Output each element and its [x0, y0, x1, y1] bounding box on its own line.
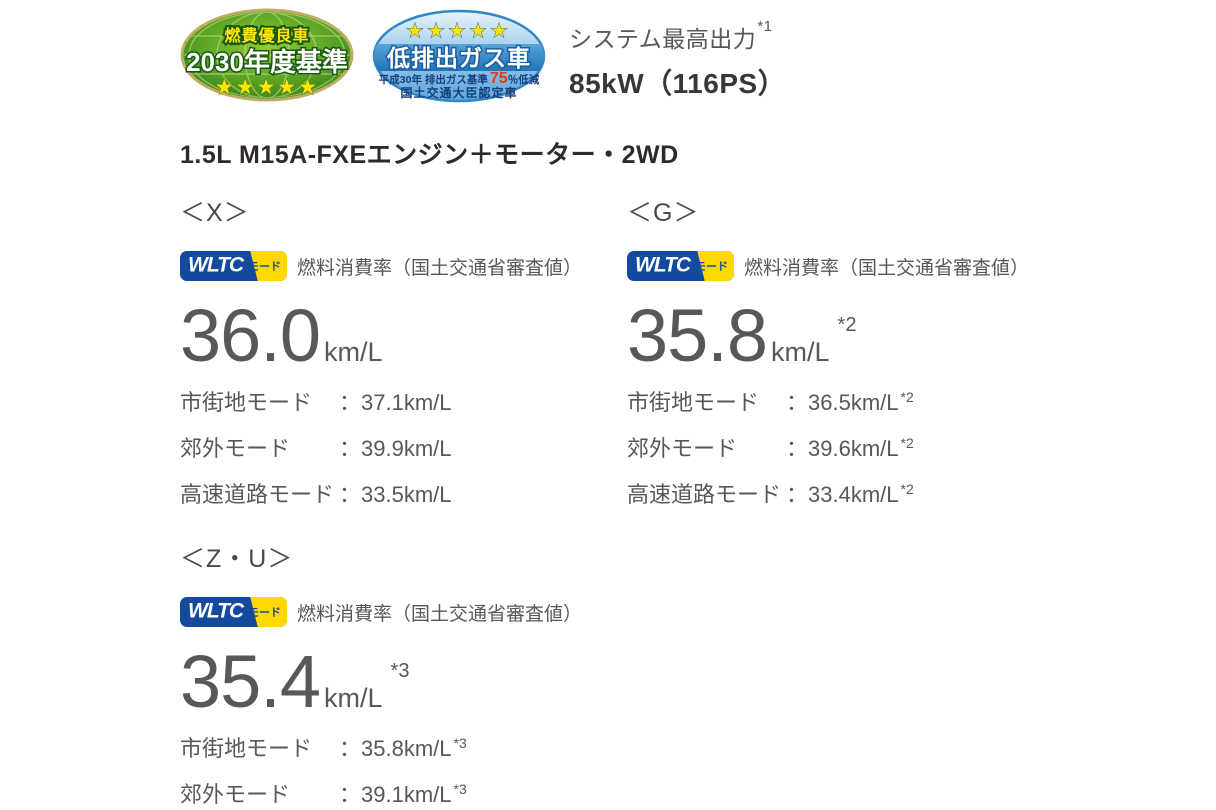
- emission-badge-title: 低排出ガス車: [386, 45, 531, 71]
- eco-badge-title: 燃費優良車: [224, 26, 309, 45]
- wltc-row: WLTC モード 燃料消費率（国土交通省審査値）: [627, 251, 1216, 281]
- wltc-badge-sub: モード: [248, 261, 281, 273]
- mode-row: 市街地モード ：36.5km/L *2: [627, 381, 1216, 427]
- mode-note: *2: [900, 481, 914, 497]
- mode-note: *2: [900, 435, 914, 451]
- fuel-value: 35.4: [180, 640, 321, 723]
- mode-value: ：39.6km/L: [786, 436, 899, 461]
- wltc-badge-sub: モード: [248, 607, 281, 619]
- mode-row: 高速道路モード ：33.5km/L: [180, 473, 627, 519]
- fuel-rate-label: 燃料消費率（国土交通省審査値）: [744, 257, 1030, 279]
- fuel-value-row: 35.4 km/L *3: [180, 645, 627, 719]
- mode-list: 市街地モード ：37.1km/L 郊外モード ：39.9km/L 高速道路モード ：3…: [180, 381, 627, 519]
- fuel-rate-label: 燃料消費率（国土交通省審査値）: [297, 603, 583, 625]
- mode-value: ：37.1km/L: [339, 390, 452, 415]
- wltc-badge-main: WLTC: [188, 599, 244, 623]
- emission-badge-certifier: 国土交通大臣認定車: [400, 85, 517, 100]
- mode-list: 市街地モード：35.8km/L*3 郊外モード：39.1km/L*3 高速道路モ…: [180, 727, 627, 810]
- grade-name: ＜G＞: [627, 199, 700, 227]
- wltc-mode-badge-icon: WLTC モード: [180, 251, 287, 281]
- emission-detail-suffix: ％低減: [508, 73, 540, 86]
- mode-list: 市街地モード ：36.5km/L *2 郊外モード ：39.6km/L *2 高速道路モ…: [627, 381, 1216, 519]
- wltc-badge-main: WLTC: [635, 253, 691, 277]
- system-output-block: システム最高出力*1 85kW（116PS）: [569, 8, 786, 102]
- system-output-note: *1: [757, 18, 773, 36]
- wltc-badge-sub: モード: [695, 261, 728, 273]
- fuel-unit: km/L: [771, 337, 830, 367]
- low-emission-badge-icon: ★★★★★ 低排出ガス車 平成30年 排出ガス基準 75％低減 国土交通大臣認定車: [372, 9, 546, 103]
- mode-row: 市街地モード ：35.8km/L *3: [180, 727, 627, 773]
- header-row: 燃費優良車 2030年度基準 ★★★★★ ★★★★★ 低排出ガス: [180, 8, 1216, 104]
- wltc-mode-badge-icon: WLTC モード: [627, 251, 734, 281]
- mode-row: 郊外モード ：39.9km/L: [180, 427, 627, 473]
- fuel-unit: km/L: [324, 683, 383, 713]
- wltc-row: WLTC モード 燃料消費率（国土交通省審査値）: [180, 251, 627, 281]
- fuel-rate-label: 燃料消費率（国土交通省審査値）: [297, 257, 583, 279]
- fuel-value: 35.8: [627, 294, 768, 377]
- grade-grid: ＜X＞ WLTC モード 燃料消費率（国土交通省審査値） 36.0 km/L 市…: [180, 193, 1216, 810]
- fuel-unit: km/L: [324, 337, 383, 367]
- mode-note: *3: [453, 735, 467, 751]
- mode-label: 市街地モード: [180, 390, 313, 415]
- system-output-label: システム最高出力*1: [569, 18, 773, 52]
- mode-row: 高速道路モード ：33.4km/L *2: [627, 473, 1216, 519]
- mode-row: 郊外モード ：39.1km/L *3: [180, 773, 627, 810]
- mode-label: 高速道路モード: [180, 482, 335, 507]
- emission-badge-stars-icon: ★★★★★: [406, 21, 511, 42]
- grade-name: ＜X＞: [180, 199, 250, 227]
- fuel-value-row: 36.0 km/L: [180, 299, 627, 373]
- mode-label: 郊外モード: [627, 436, 738, 461]
- emission-badge-band: [374, 44, 544, 71]
- fuel-note: *3: [390, 660, 410, 682]
- fuel-efficiency-2030-badge-icon: 燃費優良車 2030年度基準 ★★★★★: [180, 8, 354, 102]
- mode-label: 市街地モード: [180, 736, 313, 761]
- system-output-value: 85kW（116PS）: [569, 68, 787, 99]
- wltc-row: WLTC モード 燃料消費率（国土交通省審査値）: [180, 597, 627, 627]
- globe-grid-icon: [184, 12, 350, 98]
- mode-label: 郊外モード: [180, 436, 291, 461]
- eco-badge-standard: 2030年度基準: [186, 47, 348, 77]
- mode-value: ：39.9km/L: [339, 436, 452, 461]
- wltc-badge-main: WLTC: [188, 253, 244, 277]
- mode-value: ：39.1km/L: [339, 782, 452, 807]
- grade-section-zu: ＜Z・U＞ WLTC モード 燃料消費率（国土交通省審査値） 35.4 km/L…: [180, 539, 627, 810]
- fuel-note: *2: [837, 314, 857, 336]
- mode-value: ：33.5km/L: [339, 482, 452, 507]
- mode-label: 高速道路モード: [627, 482, 782, 507]
- mode-label: 市街地モード: [627, 390, 760, 415]
- emission-detail-percent: 75: [490, 70, 508, 87]
- grade-section-x: ＜X＞ WLTC モード 燃料消費率（国土交通省審査値） 36.0 km/L 市…: [180, 193, 627, 519]
- mode-value: ：35.8km/L: [339, 736, 452, 761]
- emission-detail-prefix: 平成30年 排出ガス基準: [379, 73, 489, 86]
- grade-name: ＜Z・U＞: [180, 545, 294, 573]
- mode-row: 郊外モード ：39.6km/L *2: [627, 427, 1216, 473]
- mode-value: ：33.4km/L: [786, 482, 899, 507]
- mode-value: ：36.5km/L: [786, 390, 899, 415]
- mode-label: 郊外モード: [180, 782, 291, 807]
- eco-badge-stars-icon: ★★★★★: [215, 76, 319, 99]
- fuel-value: 36.0: [180, 294, 321, 377]
- powertrain-title: 1.5L M15A-FXEエンジン＋モーター・2WD: [180, 141, 679, 169]
- mode-row: 市街地モード ：37.1km/L: [180, 381, 627, 427]
- fuel-value-row: 35.8 km/L *2: [627, 299, 1216, 373]
- emission-badge-detail: 平成30年 排出ガス基準 75％低減: [379, 70, 540, 87]
- grade-section-g: ＜G＞ WLTC モード 燃料消費率（国土交通省審査値） 35.8 km/L *…: [627, 193, 1216, 519]
- mode-note: *3: [453, 781, 467, 797]
- mode-note: *2: [900, 389, 914, 405]
- wltc-mode-badge-icon: WLTC モード: [180, 597, 287, 627]
